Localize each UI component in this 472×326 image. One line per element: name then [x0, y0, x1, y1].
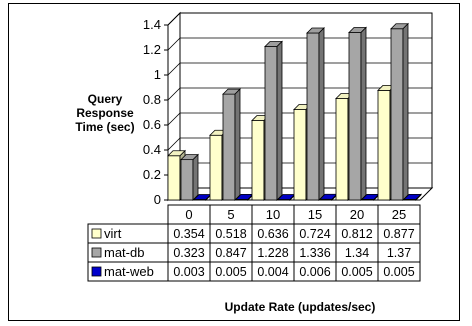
- bar-virt-20: [336, 99, 348, 201]
- bar-side-mat-db-10: [277, 42, 282, 201]
- bar-virt-15: [294, 110, 306, 201]
- data-label: 1.336: [299, 246, 330, 260]
- x-tick-label: 25: [392, 207, 406, 222]
- data-label: 0.518: [215, 227, 246, 241]
- data-label: 0.005: [341, 265, 372, 279]
- legend-swatch-virt: [92, 229, 101, 238]
- y-axis-label: Query Response Time (sec): [60, 92, 150, 134]
- bar-mat-db-5: [223, 94, 235, 200]
- bar-mat-db-25: [391, 29, 403, 200]
- bar-side-mat-db-20: [361, 28, 366, 201]
- legend-entry-virt: virt: [104, 226, 122, 241]
- x-tick-label: 20: [350, 207, 364, 222]
- legend-swatch-mat-db: [92, 248, 101, 257]
- y-tick-label: 1.4: [143, 17, 161, 32]
- y-tick-label: 0: [154, 192, 161, 207]
- data-label: 0.005: [383, 265, 414, 279]
- x-tick-label: 0: [185, 207, 192, 222]
- bar-mat-db-20: [349, 33, 361, 201]
- legend-swatch-mat-web: [92, 267, 101, 276]
- data-label: 1.228: [257, 246, 288, 260]
- bar-virt-25: [378, 90, 390, 200]
- data-label: 1.37: [387, 246, 411, 260]
- x-axis-label: Update Rate (updates/sec): [170, 300, 430, 314]
- bar-mat-db-15: [307, 33, 319, 200]
- data-label: 0.636: [257, 227, 288, 241]
- data-label: 0.006: [299, 265, 330, 279]
- data-label: 0.003: [173, 265, 204, 279]
- x-tick-label: 5: [227, 207, 234, 222]
- data-label: 0.004: [257, 265, 288, 279]
- bar-side-mat-db-0: [193, 155, 198, 200]
- bar-virt-10: [252, 121, 264, 201]
- data-label: 0.323: [173, 246, 204, 260]
- bar-side-mat-db-15: [319, 28, 324, 200]
- bar-side-mat-db-5: [235, 89, 240, 200]
- data-label: 0.877: [383, 227, 414, 241]
- bar-virt-5: [210, 135, 222, 200]
- bar-virt-0: [168, 156, 180, 200]
- y-tick-label: 0.2: [143, 167, 161, 182]
- y-tick-label: 1.2: [143, 42, 161, 57]
- data-label: 0.354: [173, 227, 204, 241]
- data-label: 0.847: [215, 246, 246, 260]
- y-tick-label: 1: [154, 67, 161, 82]
- bar-side-mat-db-25: [403, 24, 408, 200]
- x-tick-label: 15: [308, 207, 322, 222]
- data-label: 0.724: [299, 227, 330, 241]
- data-label: 0.005: [215, 265, 246, 279]
- bar-mat-db-0: [181, 160, 193, 200]
- x-tick-label: 10: [266, 207, 280, 222]
- legend-entry-mat-db: mat-db: [104, 245, 144, 260]
- data-label: 0.812: [341, 227, 372, 241]
- bar-mat-db-10: [265, 47, 277, 201]
- legend-entry-mat-web: mat-web: [104, 264, 154, 279]
- data-label: 1.34: [345, 246, 369, 260]
- y-tick-label: 0.4: [143, 142, 161, 157]
